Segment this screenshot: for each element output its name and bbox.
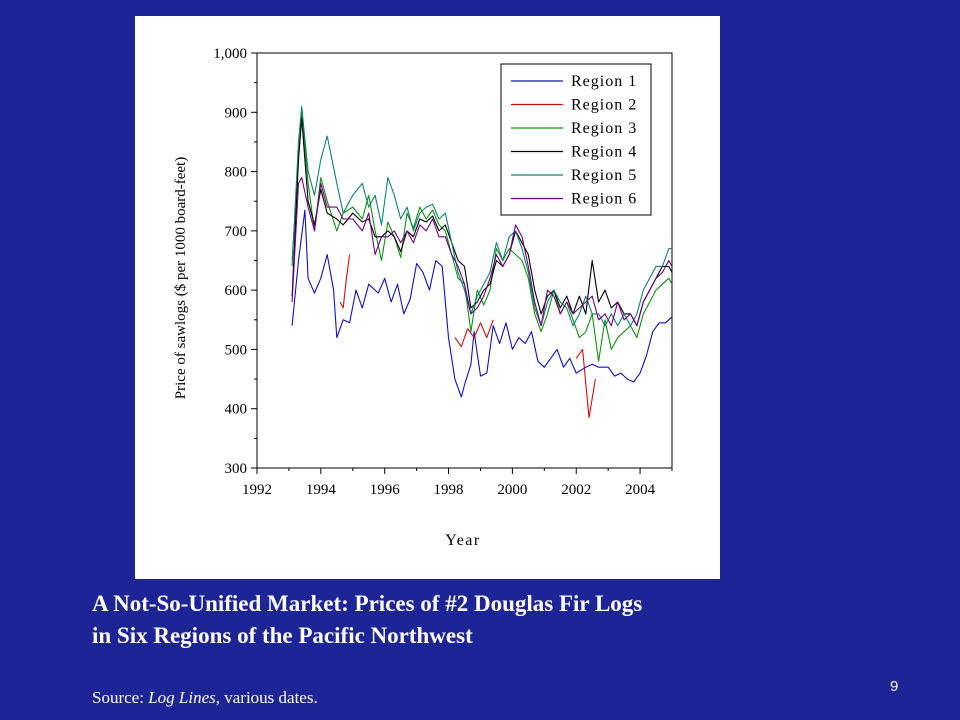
caption-line-2: in Six Regions of the Pacific Northwest (92, 623, 473, 648)
legend-box (500, 63, 652, 216)
slide-caption: A Not-So-Unified Market: Prices of #2 Do… (92, 588, 892, 652)
y-tick-label: 600 (225, 283, 248, 299)
x-tick-label: 2000 (497, 482, 527, 498)
series-line-region-3 (291, 111, 673, 362)
series-line-region-5 (291, 105, 672, 327)
x-tick-label: 2004 (625, 482, 656, 498)
source-suffix: various dates. (219, 688, 318, 707)
source-prefix: Source: (92, 688, 149, 707)
y-tick-label: 400 (225, 402, 248, 418)
y-tick-label: 500 (225, 342, 248, 358)
price-line-chart: Price of sawlogs ($ per 1000 board-feet)… (173, 46, 673, 549)
chart-panel: Price of sawlogs ($ per 1000 board-feet)… (135, 16, 720, 579)
y-tick-label: 900 (225, 105, 248, 121)
series-line-region-1 (291, 209, 673, 398)
legend-label: Region 2 (571, 97, 637, 114)
x-axis-label: Year (445, 532, 480, 549)
legend-label: Region 6 (571, 191, 637, 208)
legend-label: Region 4 (571, 144, 637, 161)
page-number: 9 (890, 678, 899, 695)
series-line-region-6 (291, 176, 673, 327)
x-tick-label: 1998 (434, 482, 464, 498)
y-tick-label: 300 (225, 461, 248, 477)
legend-label: Region 3 (571, 120, 637, 137)
x-tick-label: 1996 (370, 482, 401, 498)
y-tick-label: 1,000 (213, 46, 247, 62)
x-tick-label: 1994 (306, 482, 337, 498)
source-title: Log Lines, (148, 688, 220, 707)
legend-label: Region 5 (571, 167, 637, 184)
series-line-region-2 (339, 254, 596, 419)
y-tick-label: 800 (225, 165, 248, 181)
y-axis-label: Price of sawlogs ($ per 1000 board-feet) (173, 157, 189, 399)
y-tick-label: 700 (225, 224, 248, 240)
caption-line-1: A Not-So-Unified Market: Prices of #2 Do… (92, 591, 643, 616)
x-tick-label: 2002 (561, 482, 591, 498)
legend-label: Region 1 (571, 73, 637, 90)
x-tick-label: 1992 (242, 482, 272, 498)
source-note: Source: Log Lines, various dates. (92, 688, 318, 708)
